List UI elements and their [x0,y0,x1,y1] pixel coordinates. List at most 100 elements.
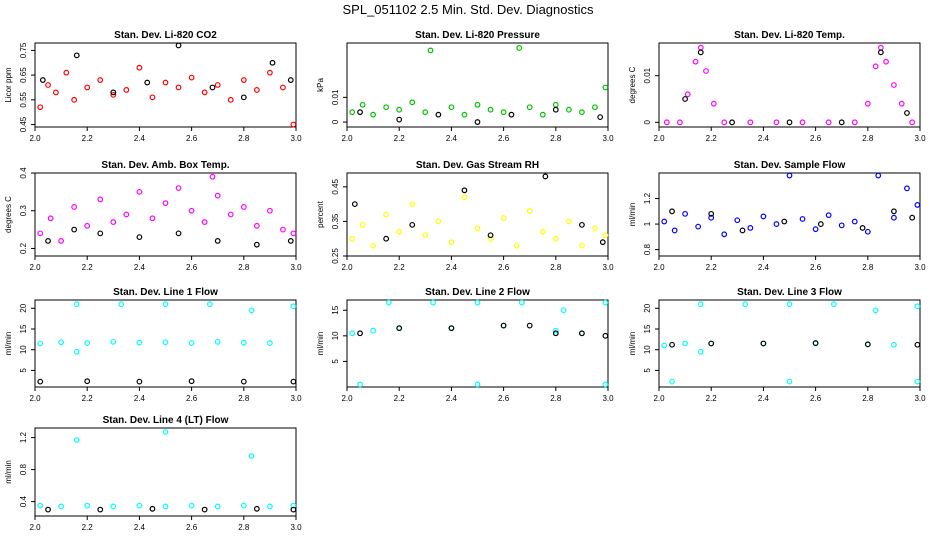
data-point [851,119,858,126]
data-point [747,119,754,126]
data-point [136,188,143,195]
data-point [97,77,104,83]
data-point [909,214,916,221]
data-point [526,208,533,214]
x-tick-label: 2.8 [238,523,250,532]
y-axis-label: ml/min [316,332,325,356]
data-point [409,99,416,106]
y-tick-label: 0.25 [331,248,340,264]
data-point [214,503,221,510]
data-point [280,226,286,233]
x-tick-label: 3.0 [290,263,302,272]
data-point [123,211,130,218]
chart-panel: Stan. Dev. Gas Stream RH percent 2.0 2.2 2.4… [316,160,614,272]
chart-title: Stan. Dev. Line 3 Flow [737,287,842,298]
x-tick-label: 2.2 [82,134,94,143]
data-point [71,204,78,210]
y-axis-label: degrees C [4,196,13,233]
data-point [73,437,80,443]
y-tick-label: 10 [643,345,652,354]
data-point [518,299,525,306]
data-point [721,231,728,238]
data-point [552,106,559,113]
data-point [396,116,403,123]
x-tick-label: 2.2 [706,394,718,403]
data-point [729,119,735,126]
data-point [349,235,356,242]
x-tick-label: 2.6 [186,134,198,143]
data-point [175,230,182,237]
data-point [188,502,195,509]
x-tick-label: 2.0 [29,523,41,532]
data-point [110,91,117,98]
x-tick-label: 2.2 [394,263,406,272]
data-point [676,119,683,126]
data-point [599,239,606,246]
data-point [290,121,297,128]
data-point [84,378,91,385]
x-tick-label: 2.0 [341,134,353,143]
chart-title: Stan. Dev. Gas Stream RH [416,160,539,171]
data-point [175,84,182,91]
x-tick-label: 3.0 [914,394,926,403]
chart-panel: Stan. Dev. Li-820 CO2 Licor ppm 2.0 2.2 2.4 2… [4,30,302,143]
x-tick-label: 2.4 [134,134,146,143]
y-axis-label: ml/min [4,332,13,356]
x-tick-label: 2.2 [82,394,94,403]
data-point [110,338,117,345]
data-point [760,213,767,220]
data-point [290,230,297,237]
data-point [253,241,260,248]
data-point [37,104,44,111]
y-axis-label: Licor ppm [4,67,13,102]
data-point [84,502,91,509]
data-point [396,325,403,332]
data-point [136,378,143,385]
data-point [851,218,858,225]
x-tick-label: 2.8 [550,134,562,143]
data-point [37,340,44,347]
data-point [370,242,377,249]
chart-panel: Stan. Dev. Li-820 Pressure kPa 2.0 2.2 2.4 2.… [316,30,614,143]
data-point [209,173,216,180]
data-point [357,330,363,337]
plot-frame [658,299,921,388]
data-point [695,223,702,230]
page-title: SPL_051102 2.5 Min. Std. Dev. Diagnostic… [342,2,594,17]
data-point [703,68,709,74]
data-point [84,340,91,346]
data-point [526,104,533,111]
plot-frame [34,427,297,517]
data-point [396,228,403,235]
data-point [708,340,715,347]
data-point [123,87,130,93]
data-point [290,506,297,513]
data-point [422,232,429,239]
x-tick-label: 2.0 [29,263,41,272]
data-point [898,100,905,107]
y-tick-label: 15 [643,324,652,333]
data-point [73,348,80,355]
chart-panel: Stan. Dev. Li-820 Temp. degrees C 2.0 2.2 2.… [628,30,926,143]
data-point [118,301,125,308]
data-point [909,119,916,126]
data-point [682,340,688,347]
data-point [149,215,156,222]
x-tick-label: 2.4 [758,263,770,272]
x-tick-label: 2.2 [706,263,718,272]
x-tick-label: 2.4 [134,394,146,403]
data-point [560,307,567,314]
data-point [877,49,884,56]
data-point [682,210,688,217]
data-point [37,378,44,385]
data-point [669,378,675,385]
chart-panel: Stan. Dev. Line 4 (LT) Flow ml/min 2.0 2.2 2… [4,415,302,532]
y-tick-label: 0.4 [19,167,28,179]
data-point [383,104,390,111]
data-point [552,101,559,108]
data-point [592,225,598,232]
data-point [409,201,416,208]
data-point [290,502,297,509]
data-point [201,89,208,96]
data-point [500,215,507,221]
